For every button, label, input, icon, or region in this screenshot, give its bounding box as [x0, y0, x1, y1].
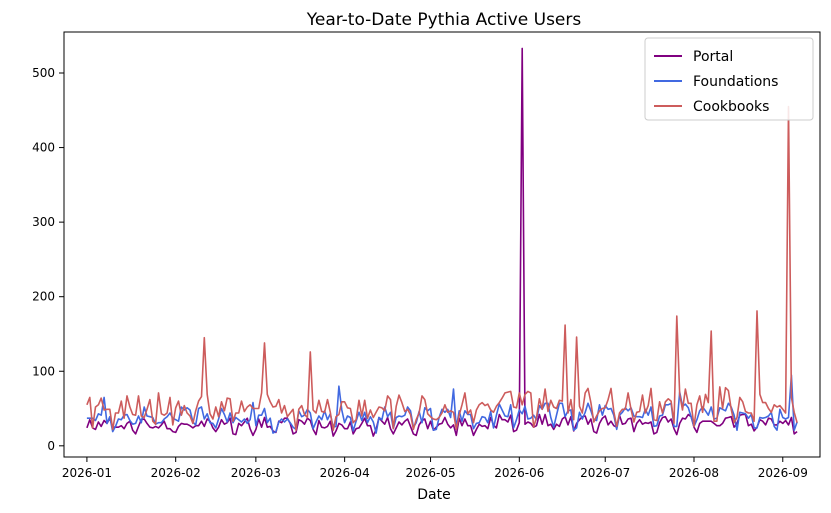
y-tick-label: 300 [32, 215, 55, 229]
legend: Portal Foundations Cookbooks [644, 37, 814, 121]
legend-label-portal: Portal [693, 49, 733, 65]
chart-title: Year-to-Date Pythia Active Users [306, 10, 582, 30]
legend-label-foundations: Foundations [693, 74, 778, 90]
series-line-foundations [86, 374, 798, 434]
x-tick-label: 2026-02 [151, 466, 201, 480]
y-tick-label: 400 [32, 141, 55, 155]
x-tick-label: 2026-09 [758, 466, 808, 480]
y-tick-label: 200 [32, 290, 55, 304]
x-tick-label: 2026-03 [231, 466, 281, 480]
y-tick-label: 0 [47, 439, 55, 453]
x-tick-label: 2026-04 [320, 466, 370, 480]
y-axis: 0 100 200 300 400 500 [32, 66, 64, 453]
series-line-portal [86, 47, 798, 437]
x-tick-label: 2026-07 [580, 466, 630, 480]
series-line-cookbooks [86, 105, 798, 432]
y-tick-label: 500 [32, 66, 55, 80]
x-tick-label: 2026-06 [494, 466, 544, 480]
legend-box [644, 37, 814, 121]
plot-area [86, 47, 798, 437]
x-tick-label: 2026-01 [62, 466, 112, 480]
plot-frame [63, 31, 821, 458]
x-tick-label: 2026-05 [405, 466, 455, 480]
y-tick-label: 100 [32, 364, 55, 378]
x-axis: 2026-01 2026-02 2026-03 2026-04 2026-05 2026-… [62, 457, 808, 480]
x-tick-label: 2026-08 [669, 466, 719, 480]
x-axis-label: Date [417, 487, 450, 503]
legend-label-cookbooks: Cookbooks [693, 99, 769, 115]
